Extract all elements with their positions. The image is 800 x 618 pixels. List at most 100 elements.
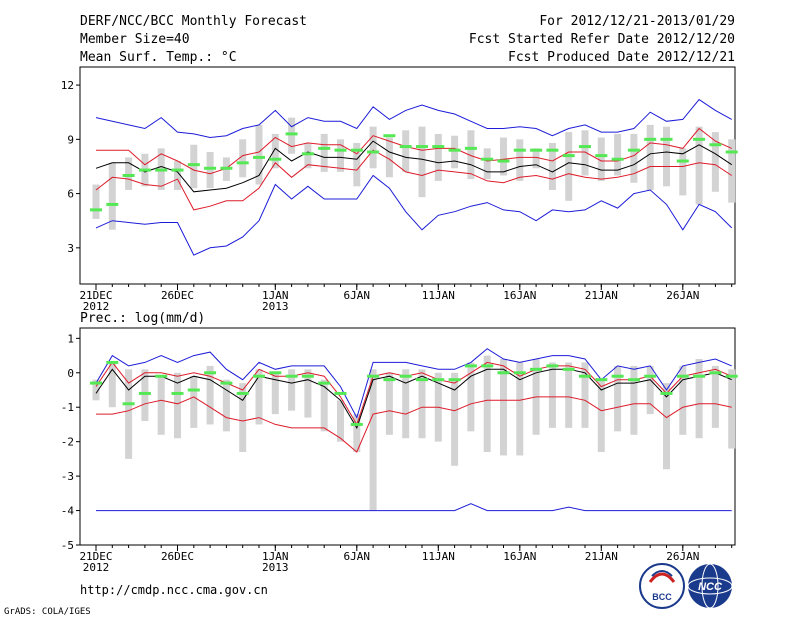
prec-box-day-25 [483,355,491,452]
prec-median-day-3 [122,402,135,406]
prec-ytick-label: -3 [61,470,74,483]
prec-box-day-6 [174,372,181,439]
prec-median-day-31 [579,374,591,378]
prec-ytick-label: -1 [61,401,74,414]
chart-title: DERF/NCC/BCC Monthly Forecast [80,14,307,29]
temp-median-day-22 [432,145,445,149]
precipitation-panel-title: Prec.: log(mm/d) [80,311,205,326]
temp-xtick-label: 26DEC [161,289,194,302]
prec-median-day-21 [416,378,428,382]
prec-box-day-23 [451,372,459,466]
temp-median-day-39 [709,143,722,147]
temp-median-day-7 [187,163,200,167]
temp-median-day-28 [530,148,543,152]
temp-xtick-label: 11JAN [422,289,455,302]
temp-median-day-16 [334,148,347,152]
temp-box-day-2 [108,162,116,230]
temp-median-day-40 [725,150,738,154]
prec-median-day-13 [285,374,298,378]
temp-median-day-34 [627,148,640,152]
ncc-logo-globe [688,564,732,608]
temp-min-line [95,174,733,256]
temp-median-day-21 [416,145,428,149]
prec-median-day-33 [611,374,624,378]
temp-box-day-20 [402,130,410,172]
temp-box-day-12 [271,133,279,169]
prec-median-day-15 [318,381,331,385]
prec-ytick-label: 1 [67,332,74,345]
temp-xtick-label: 6JAN [344,289,371,302]
prec-xtick-label: 26DEC [161,550,194,563]
prec-median-day-4 [138,391,151,395]
temp-xtick-label: 21JAN [585,289,618,302]
member-size-label: Member Size=40 [80,32,190,47]
temp-box-day-33 [614,133,622,176]
prec-median-day-18 [367,374,380,378]
prec-median-day-14 [301,374,314,378]
temp-ytick-label: 3 [67,242,74,255]
temp-box-day-36 [663,126,670,187]
forecast-produced-date: Fcst Produced Date 2012/12/21 [508,50,735,65]
prec-box-day-13 [288,369,296,411]
prec-box-day-1 [92,379,100,401]
prec-xtick-label: 21DEC [79,550,112,563]
prec-box-day-29 [548,362,556,428]
temp-median-day-33 [611,157,624,161]
temp-median-day-29 [546,148,559,152]
prec-ytick-label: -4 [61,505,75,518]
prec-median-day-30 [562,367,575,371]
temp-box-day-8 [206,151,214,189]
prec-box-day-8 [206,365,214,425]
temp-median-day-8 [204,166,217,170]
prec-box-day-30 [565,362,573,428]
prec-box-day-7 [190,376,198,428]
prec-box-day-15 [320,379,328,432]
prec-box-day-35 [646,365,654,415]
temp-box-day-40 [728,139,736,203]
prec-box-day-19 [385,372,393,435]
temperature-panel-title: Mean Surf. Temp.: °C [80,50,237,65]
temp-median-day-36 [660,137,673,141]
prec-median-day-10 [236,391,249,395]
prec-median-day-19 [383,378,396,382]
prec-median-day-5 [155,374,168,378]
prec-median-day-28 [530,367,543,371]
temp-median-day-1 [90,208,102,212]
temp-box-day-22 [434,133,442,181]
prec-xtick-year: 2013 [262,561,289,574]
temp-box-day-24 [467,130,475,180]
temp-box-day-37 [679,148,687,196]
temp-box-day-28 [532,148,540,169]
prec-median-day-38 [693,374,706,378]
prec-median-day-6 [171,391,184,395]
prec-box-day-16 [337,400,344,442]
prec-median-day-27 [513,371,526,375]
forecast-start-date: Fcst Started Refer Date 2012/12/20 [469,32,735,47]
temp-xtick-label: 1JAN [262,289,289,302]
temp-box-day-10 [239,139,247,178]
temp-median-day-17 [350,148,363,152]
temperature-lines [95,98,733,256]
prec-median-day-23 [448,378,461,382]
temp-ytick-label: 9 [67,133,74,146]
temperature-y-axis: 3 6 9 12 [61,79,80,255]
prec-box-day-39 [711,365,719,428]
temp-xtick-label: 21DEC [79,289,112,302]
temp-box-day-39 [711,132,719,192]
temperature-medians [90,132,738,212]
temp-median-day-37 [676,159,689,163]
prec-median-day-8 [204,371,217,375]
temp-box-day-35 [646,124,654,190]
temp-median-day-3 [122,174,135,177]
footer-url[interactable]: http://cmdp.ncc.cma.gov.cn [80,583,268,597]
grads-credit: GrADS: COLA/IGES [4,607,91,617]
bcc-logo-text: BCC [652,592,672,602]
temp-box-day-26 [500,137,507,176]
prec-mean-line [95,368,732,430]
ncc-logo: NCC [687,563,733,609]
prec-median-day-11 [253,374,265,378]
